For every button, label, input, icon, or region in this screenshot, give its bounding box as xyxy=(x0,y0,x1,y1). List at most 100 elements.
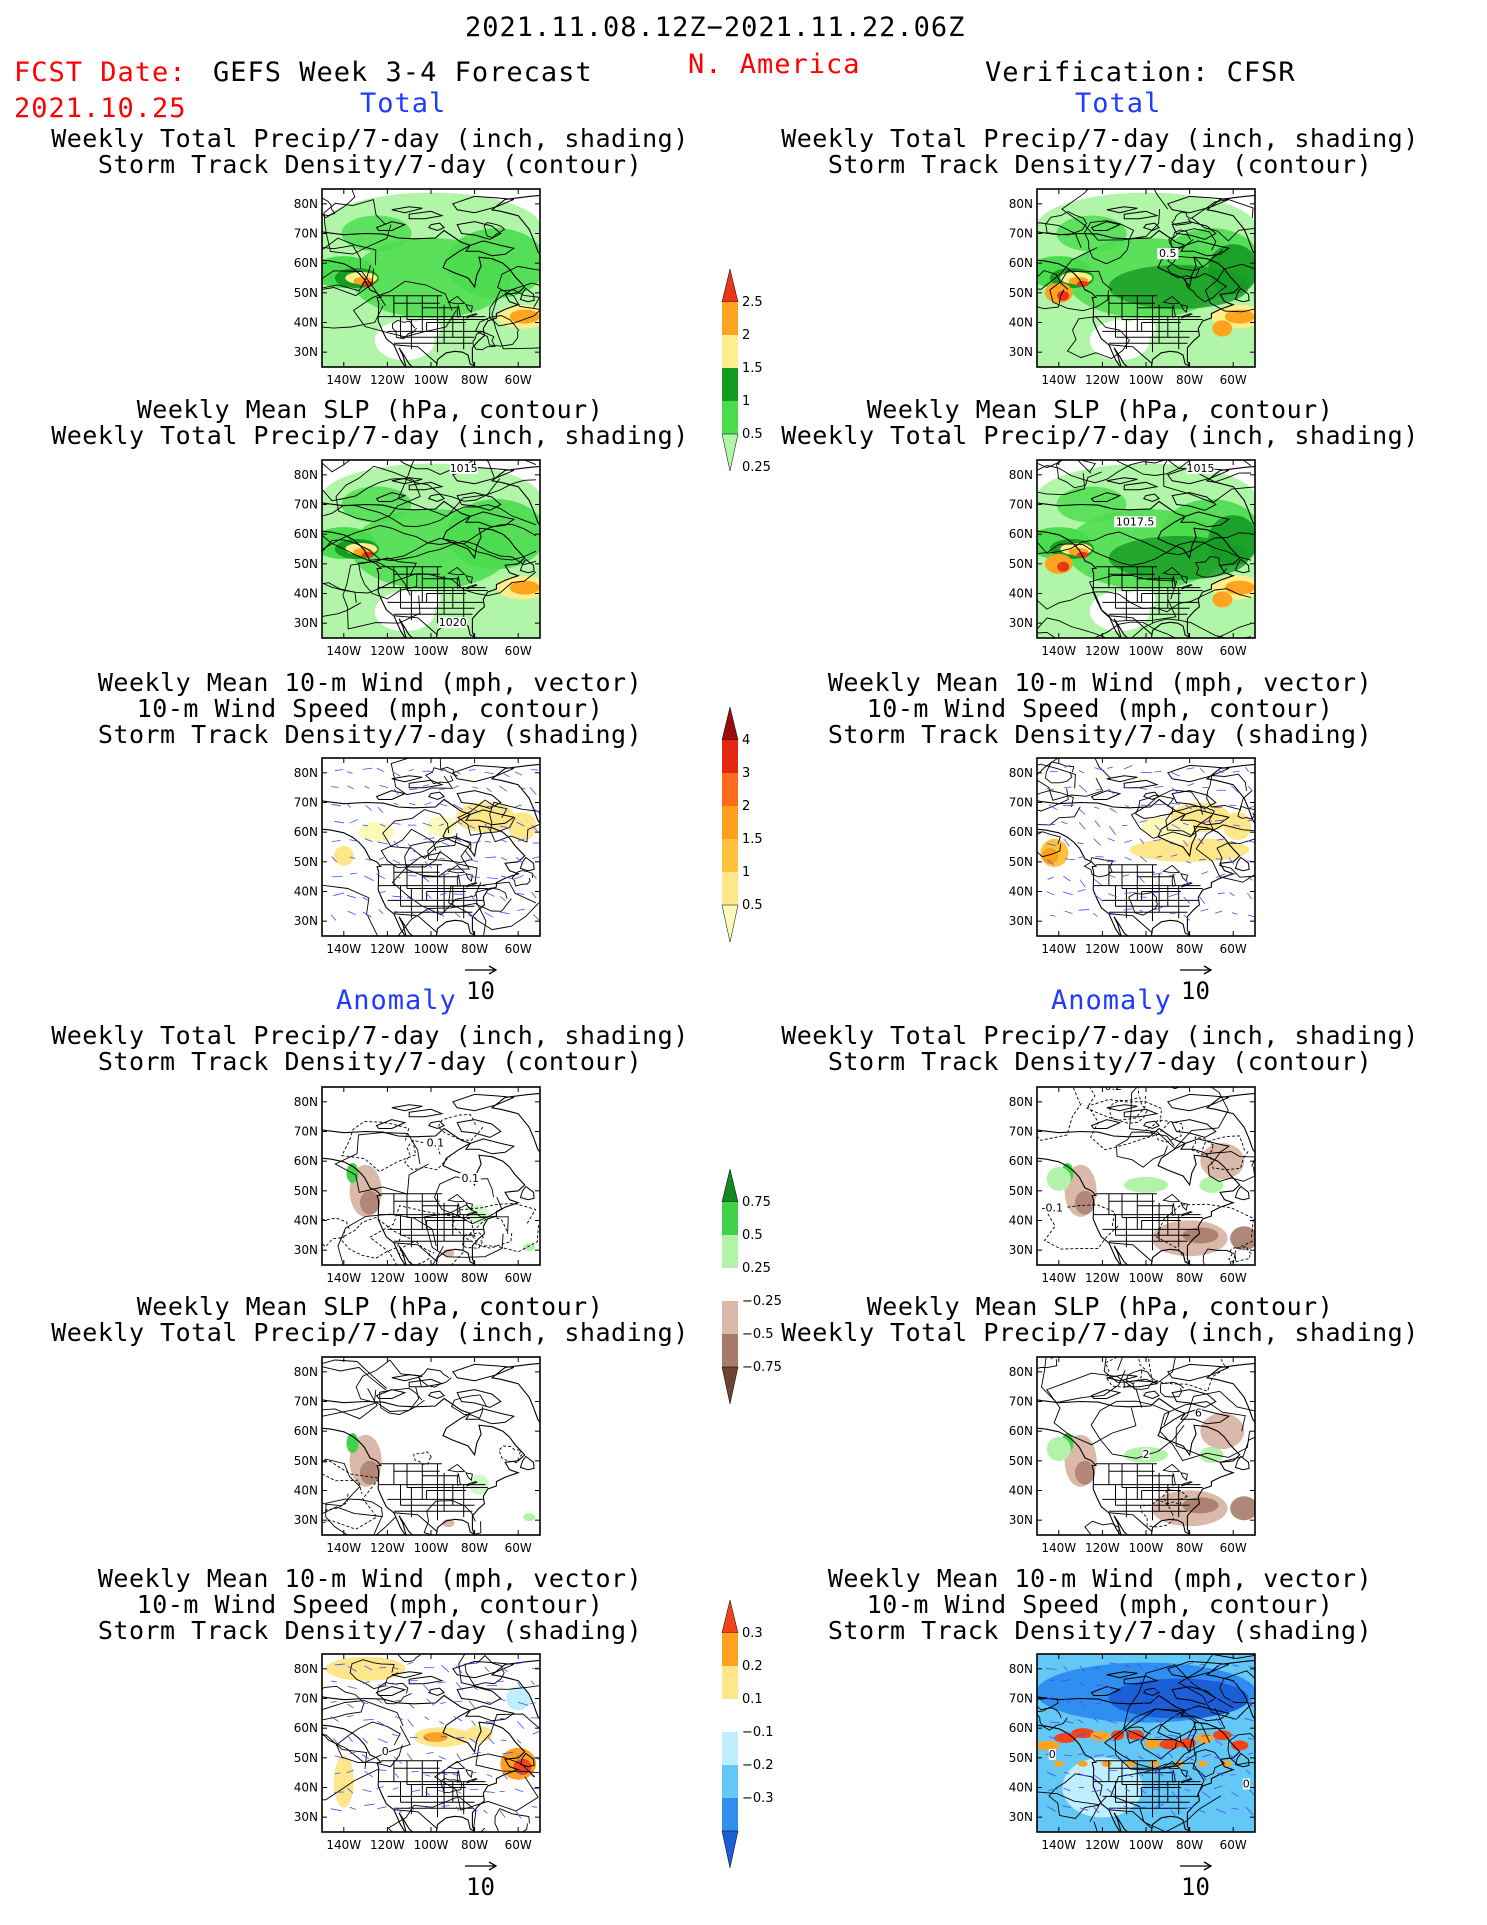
lake-outline xyxy=(1162,1463,1181,1473)
island-outline xyxy=(1142,1120,1160,1130)
contour-label: 0.1 xyxy=(461,1172,479,1185)
wind-vector xyxy=(1063,875,1071,882)
lat-tick-label: 50N xyxy=(294,557,318,571)
wind-vector xyxy=(499,911,510,915)
colorbar-segment xyxy=(722,1765,738,1798)
wind-vector xyxy=(361,1701,369,1705)
wind-vector xyxy=(1064,1732,1070,1735)
wind-vector xyxy=(484,823,491,832)
wind-vector xyxy=(438,788,447,791)
wind-vector xyxy=(516,1720,525,1729)
wind-vector xyxy=(1202,1791,1212,1799)
island-outline xyxy=(519,856,535,872)
shading-patch xyxy=(1111,1730,1125,1741)
lat-tick-label: 70N xyxy=(294,227,318,241)
lat-tick-label: 80N xyxy=(1009,197,1033,211)
wind-vector xyxy=(408,1806,415,1811)
island-outline xyxy=(1142,222,1160,232)
map-svg: 1015 1017.5 80N 70N 60N 50N 40N 30N 140W 120W 100W… xyxy=(1009,459,1256,658)
contour-line xyxy=(1037,541,1252,566)
wind-vector xyxy=(1171,824,1181,830)
island-outline xyxy=(1090,221,1122,231)
island-outline xyxy=(1166,1093,1229,1112)
shading-patch xyxy=(1057,561,1070,572)
island-outline xyxy=(519,1185,535,1201)
contour-line xyxy=(398,1654,421,1662)
greenland-outline xyxy=(1205,1362,1255,1424)
wind-vector xyxy=(484,771,495,775)
wind-vector xyxy=(1156,855,1163,858)
island-outline xyxy=(1179,809,1231,826)
wind-vector xyxy=(1215,873,1226,879)
wind-vector xyxy=(1125,1731,1133,1735)
wind-vector xyxy=(393,802,399,806)
lon-tick-label: 140W xyxy=(1041,644,1076,658)
wind-vector xyxy=(1139,1788,1147,1794)
lat-tick-label: 70N xyxy=(294,1692,318,1706)
wind-vector xyxy=(1077,889,1086,892)
colorbar-total-track: 4 3 2 1.5 1 0.5 xyxy=(718,703,798,976)
wind-vector xyxy=(362,897,369,902)
wind-vector xyxy=(334,820,345,824)
colorbar-segment xyxy=(722,1633,738,1666)
contour-line xyxy=(424,766,455,785)
wind-vector xyxy=(365,858,372,861)
lat-tick-label: 70N xyxy=(1009,227,1033,241)
wind-vector xyxy=(487,1736,495,1745)
wind-vector xyxy=(334,769,344,771)
wind-vector xyxy=(346,1769,354,1774)
lon-tick-label: 80W xyxy=(1176,942,1203,956)
lon-tick-label: 140W xyxy=(326,1271,361,1285)
wind-vector xyxy=(1046,891,1055,896)
wind-vector xyxy=(395,1715,404,1720)
contour-line xyxy=(448,881,540,931)
contour-line xyxy=(498,1445,523,1464)
title-obs-slp-precip: Weekly Mean SLP (hPa, contour) Weekly Tot… xyxy=(781,395,1419,450)
wind-vector xyxy=(409,1703,415,1709)
wind-vector xyxy=(500,1739,507,1742)
wind-vector xyxy=(377,841,388,845)
shading-patch xyxy=(1076,551,1089,558)
wind-vector xyxy=(349,1751,356,1755)
shading-patch xyxy=(359,1190,380,1215)
colorbar-label: 0.2 xyxy=(742,1659,763,1674)
colorbar-segment xyxy=(722,1334,738,1367)
wind-vector xyxy=(438,1755,446,1760)
wind-vector xyxy=(468,859,479,863)
lake-outline xyxy=(465,1472,473,1481)
wind-vector xyxy=(1169,842,1177,846)
wind-vector xyxy=(1106,1788,1116,1796)
wind-vector xyxy=(1154,1665,1160,1671)
island-outline xyxy=(1142,1687,1160,1697)
contour-line xyxy=(451,1394,487,1419)
wind-vector xyxy=(333,1737,338,1744)
contour-line xyxy=(387,1795,486,1832)
wind-vector xyxy=(437,803,448,807)
lat-tick-label: 40N xyxy=(294,1214,318,1228)
island-outline xyxy=(408,481,444,491)
contour-line xyxy=(1037,270,1069,310)
lon-tick-label: 60W xyxy=(505,942,532,956)
island-outline xyxy=(1090,1389,1122,1399)
contour-line xyxy=(475,1713,540,1774)
wind-vector xyxy=(393,772,401,777)
wind-vector xyxy=(1152,872,1163,875)
lat-tick-label: 60N xyxy=(1009,1154,1033,1168)
wind-vector xyxy=(453,1737,465,1739)
wind-vector xyxy=(346,1703,354,1709)
lon-tick-label: 80W xyxy=(461,644,488,658)
contour-line xyxy=(434,1753,539,1812)
wind-vector xyxy=(1061,1679,1071,1682)
lat-tick-label: 30N xyxy=(294,616,318,630)
wind-vector xyxy=(484,912,494,918)
contour-line xyxy=(322,582,362,618)
map-obs-anom-wind-track: 0 0 80N 70N 60N 50N 40N 30N 140W 120W 100W 80W 60W xyxy=(997,1652,1275,1862)
title-fcst-anom-slp-precip: Weekly Mean SLP (hPa, contour) Weekly Tot… xyxy=(51,1292,689,1347)
wind-vector xyxy=(1079,1700,1085,1707)
shading-patch xyxy=(361,551,374,558)
wind-vector xyxy=(1199,858,1206,861)
shading-patch xyxy=(1037,1740,1060,1751)
wind-vector xyxy=(439,892,447,896)
colorbar-segment xyxy=(722,1235,738,1268)
wind-vector xyxy=(1170,1684,1177,1687)
